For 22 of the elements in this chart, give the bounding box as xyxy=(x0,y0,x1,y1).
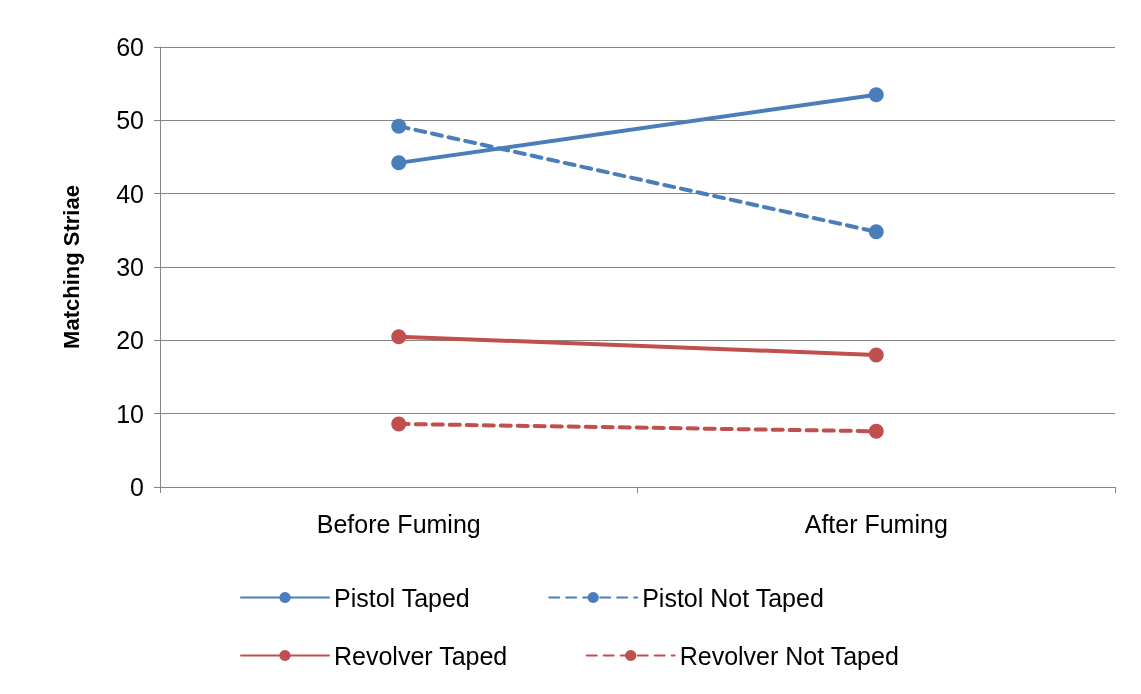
legend-label: Revolver Not Taped xyxy=(679,641,899,670)
x-tick-label: After Fuming xyxy=(804,509,948,538)
point xyxy=(391,416,407,432)
point xyxy=(391,118,407,134)
point xyxy=(868,87,884,103)
point xyxy=(868,423,884,439)
y-tick-label: 10 xyxy=(116,399,144,428)
y-tick-label: 20 xyxy=(116,326,144,355)
point xyxy=(391,155,407,171)
y-tick-label: 40 xyxy=(116,179,144,208)
point xyxy=(868,347,884,363)
y-tick-label: 0 xyxy=(130,473,144,501)
x-tick-label: Before Fuming xyxy=(316,509,481,538)
y-tick-label: 30 xyxy=(116,253,144,281)
legend-label: Pistol Not Taped xyxy=(642,583,824,612)
y-tick-label: 50 xyxy=(116,106,144,135)
legend-label: Pistol Taped xyxy=(334,583,470,612)
point xyxy=(868,224,884,240)
point xyxy=(391,329,407,345)
y-axis-title: Matching Striae xyxy=(58,185,84,349)
y-tick-label: 60 xyxy=(116,33,144,61)
legend-label: Revolver Taped xyxy=(334,641,508,670)
